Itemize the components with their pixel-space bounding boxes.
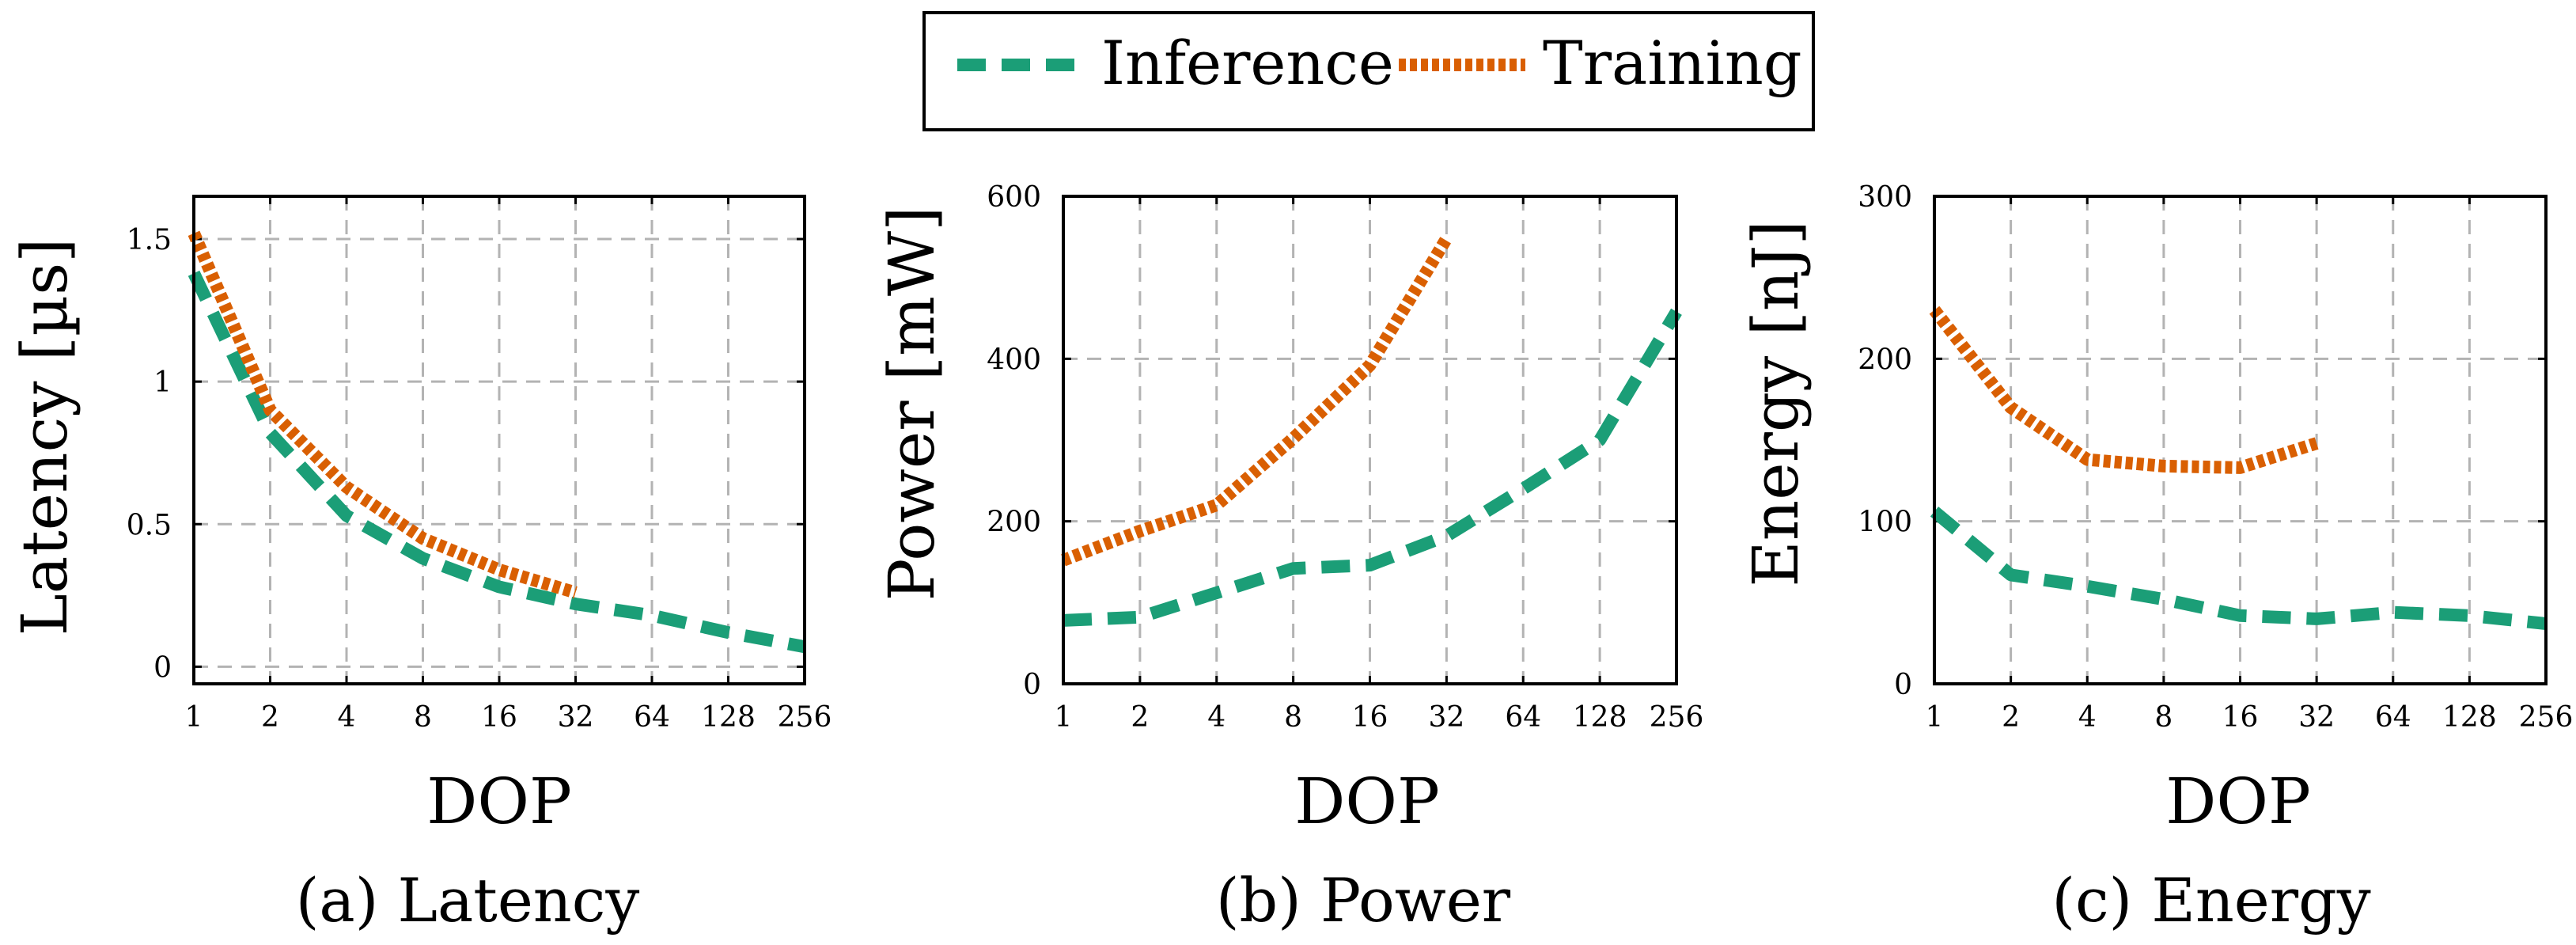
legend: Inference Training: [922, 11, 1815, 131]
xtick-label-1: 1: [185, 701, 203, 734]
plot-frame-energy: [1933, 195, 2548, 685]
ytick-label-100: 100: [1858, 507, 1912, 539]
series-line-inference-power: [1063, 308, 1682, 627]
xtick-label-8: 8: [2154, 701, 2173, 734]
series-line-training-energy: [1929, 306, 2319, 474]
xlabel-latency: DOP: [426, 765, 572, 838]
xtick-label-64: 64: [1505, 701, 1541, 734]
plot-frame-latency: [192, 195, 806, 685]
ytick-label-400: 400: [987, 343, 1041, 376]
xlabel-energy: DOP: [2165, 765, 2311, 838]
xtick-label-2: 2: [261, 701, 279, 734]
ytick-label-0: 0: [1894, 669, 1912, 701]
ytick-label-200: 200: [987, 507, 1041, 539]
legend-label-training: Training: [1543, 28, 1802, 98]
ylabel-energy: Energy [nJ]: [1739, 220, 1813, 586]
plot-area-energy: [1929, 306, 2547, 630]
xtick-label-2: 2: [1131, 701, 1149, 734]
ytick-label-300: 300: [1858, 181, 1912, 214]
chart-latency: (a) Latency DOP Latency [µs] 1 2 4 8 16 32 64 1…: [8, 195, 832, 936]
xtick-label-256: 256: [1650, 701, 1704, 734]
xlabel-power: DOP: [1294, 765, 1440, 838]
ytick-label-0.5: 0.5: [127, 509, 172, 541]
xtick-label-1: 1: [1055, 701, 1073, 734]
legend-label-inference: Inference: [1101, 28, 1394, 98]
xtick-label-16: 16: [2222, 701, 2259, 734]
xtick-label-128: 128: [701, 701, 756, 734]
series-line-inference-latency: [188, 270, 806, 654]
ytick-label-0: 0: [1023, 669, 1041, 701]
xtick-label-16: 16: [481, 701, 517, 734]
ytick-label-1: 1: [153, 366, 172, 399]
ytick-label-200: 200: [1858, 343, 1912, 376]
ytick-label-0: 0: [153, 651, 172, 684]
plot-area-latency: [188, 230, 806, 654]
series-line-inference-energy: [1930, 507, 2547, 630]
series-line-training-latency: [188, 230, 578, 599]
ylabel-power: Power [mW]: [875, 207, 949, 602]
grid-latency: [192, 196, 806, 684]
xtick-label-256: 256: [2519, 701, 2574, 734]
xtick-label-32: 32: [2298, 701, 2335, 734]
caption-power: (b) Power: [1216, 865, 1511, 936]
xtick-label-256: 256: [778, 701, 832, 734]
plot-frame-power: [1062, 195, 1678, 685]
ytick-label-1.5: 1.5: [127, 224, 172, 256]
caption-energy: (c) Energy: [2051, 865, 2370, 936]
xtick-label-1: 1: [1926, 701, 1944, 734]
ylabel-latency: Latency [µs]: [8, 238, 81, 636]
caption-latency: (a) Latency: [296, 865, 640, 936]
xtick-label-4: 4: [2078, 701, 2097, 734]
xtick-label-8: 8: [1284, 701, 1302, 734]
chart-power: (b) Power DOP Power [mW] 1 2 4 8 16 32 64 128 25…: [875, 181, 1703, 936]
grid-energy: [1933, 195, 2548, 685]
series-line-training-power: [1061, 235, 1453, 567]
xtick-label-64: 64: [634, 701, 670, 734]
xtick-label-128: 128: [2442, 701, 2497, 734]
xtick-label-2: 2: [2002, 701, 2020, 734]
xtick-label-128: 128: [1573, 701, 1627, 734]
plot-area-power: [1061, 235, 1682, 627]
xtick-label-8: 8: [414, 701, 432, 734]
xtick-label-32: 32: [1428, 701, 1464, 734]
chart-energy: (c) Energy DOP Energy [nJ] 1 2 4 8 16 32 64 128…: [1739, 181, 2573, 936]
xtick-label-4: 4: [338, 701, 356, 734]
xtick-label-32: 32: [558, 701, 594, 734]
ytick-label-600: 600: [987, 181, 1041, 214]
xtick-label-64: 64: [2375, 701, 2411, 734]
xtick-label-4: 4: [1207, 701, 1225, 734]
xtick-label-16: 16: [1352, 701, 1388, 734]
